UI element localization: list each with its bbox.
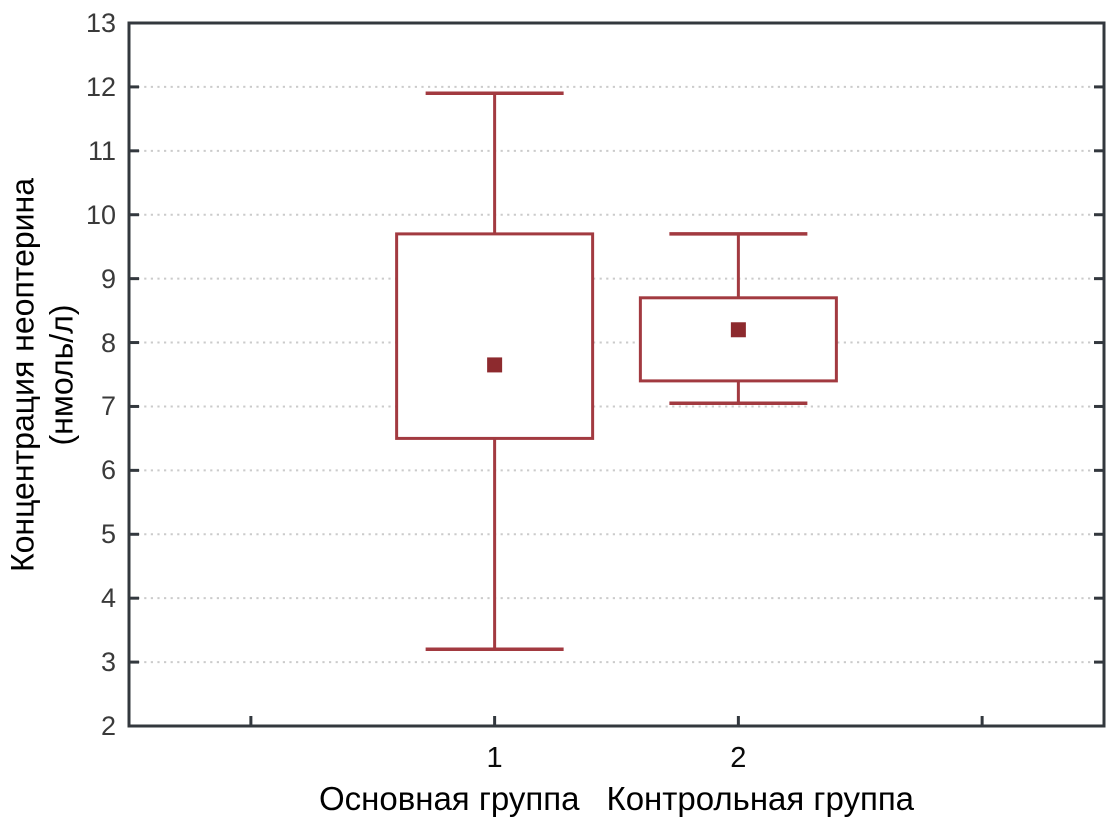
- y-tick-label: 13: [85, 8, 116, 38]
- y-tick-label: 9: [100, 263, 116, 294]
- x-axis-category-names: Основная группа Контрольная группа: [129, 780, 1104, 818]
- y-tick-label: 5: [100, 519, 116, 550]
- y-tick-label: 6: [100, 455, 116, 486]
- y-axis-title: Концентрация неоптерина (нмоль/л): [1, 24, 85, 727]
- mean-point-marker: [487, 357, 503, 373]
- y-axis-title-line1: Концентрация неоптерина: [4, 177, 41, 573]
- group-label-control: Контрольная группа: [606, 780, 915, 817]
- x-tick-label-1: 1: [486, 742, 503, 774]
- y-tick-label: 10: [85, 199, 116, 230]
- y-tick-label: 2: [100, 711, 116, 741]
- y-tick-label: 4: [100, 583, 116, 614]
- y-tick-label: 3: [100, 647, 116, 678]
- box: [395, 232, 595, 440]
- axis-frame: [127, 21, 1106, 728]
- mean-point-marker: [730, 322, 746, 338]
- box: [638, 296, 838, 383]
- y-axis-title-line2: (нмоль/л): [43, 304, 80, 446]
- x-tick-label-2: 2: [730, 742, 747, 774]
- y-tick-label: 12: [85, 71, 116, 102]
- y-tick-label: 7: [100, 391, 116, 422]
- y-tick-label: 8: [100, 327, 116, 358]
- y-tick-label: 11: [87, 135, 116, 166]
- group-label-main: Основная группа: [318, 780, 580, 817]
